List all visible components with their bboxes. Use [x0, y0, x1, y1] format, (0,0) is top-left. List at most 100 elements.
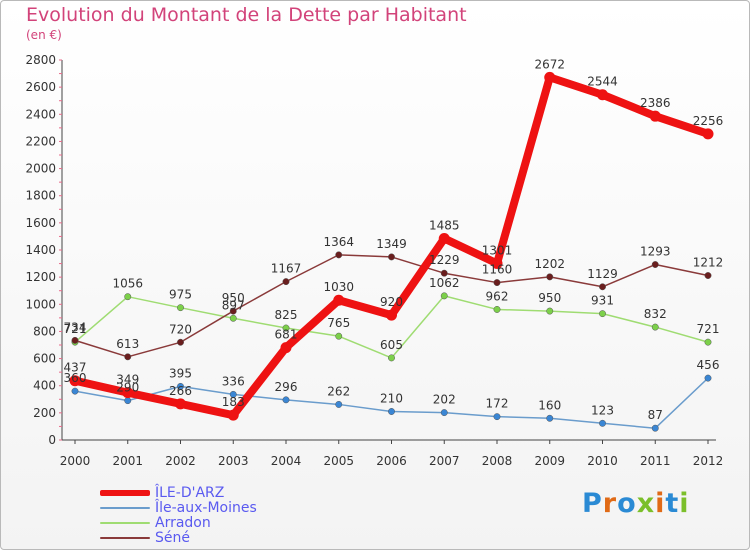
data-label-sene: 1293 [640, 245, 671, 259]
logo-letter: P [582, 488, 603, 519]
data-label-ile-aux-moines: 360 [64, 371, 87, 385]
chart-unit: (en €) [26, 28, 62, 42]
data-label-ile-d-arz: 437 [64, 361, 87, 375]
x-tick-label: 2012 [693, 454, 724, 468]
legend-swatch-ile-aux-moines [100, 507, 150, 509]
data-label-sene: 1349 [376, 237, 407, 251]
data-point-arradon [177, 304, 184, 312]
x-tick-label: 2005 [323, 454, 354, 468]
logo-letter: i [679, 488, 690, 519]
y-tick-label: 800 [33, 324, 56, 338]
y-tick-label: 400 [33, 379, 56, 393]
data-point-ile-aux-moines [651, 424, 659, 432]
legend-swatch-ile-d-arz [100, 490, 150, 496]
legend-label-sene: Séné [155, 530, 190, 546]
data-label-arradon: 832 [644, 307, 667, 321]
y-tick-label: 1200 [25, 270, 56, 284]
data-label-sene: 613 [116, 337, 139, 351]
x-tick-label: 2008 [482, 454, 513, 468]
data-point-arradon [546, 307, 554, 315]
data-label-ile-aux-moines: 160 [538, 398, 561, 412]
data-label-sene: 1129 [587, 267, 618, 281]
data-label-arradon: 721 [697, 322, 720, 336]
data-point-sene [124, 353, 132, 361]
data-point-ile-aux-moines [599, 419, 606, 427]
data-point-arradon [124, 293, 132, 301]
data-point-arradon [493, 305, 501, 313]
data-point-ile-aux-moines [704, 374, 712, 382]
data-point-arradon [282, 324, 290, 332]
data-label-ile-aux-moines: 456 [697, 358, 720, 372]
data-point-sene [440, 269, 448, 277]
x-tick-label: 2002 [165, 454, 196, 468]
data-point-ile-aux-moines [177, 382, 184, 390]
data-label-ile-d-arz: 1030 [323, 280, 354, 294]
data-point-arradon [335, 332, 343, 340]
x-tick-label: 2004 [271, 454, 302, 468]
data-label-ile-d-arz: 266 [169, 384, 192, 398]
y-tick-label: 600 [33, 352, 56, 366]
data-point-sene [71, 336, 79, 344]
data-point-ile-d-arz [597, 89, 608, 101]
logo-letter: x [636, 488, 656, 519]
data-point-ile-d-arz [333, 294, 345, 306]
data-point-arradon [440, 292, 448, 300]
data-label-arradon: 975 [169, 288, 192, 302]
x-tick-label: 2010 [587, 454, 618, 468]
y-tick-label: 1600 [25, 216, 56, 230]
data-label-ile-aux-moines: 172 [486, 397, 509, 411]
y-tick-label: 200 [33, 406, 56, 420]
y-tick-label: 2400 [25, 107, 56, 121]
data-label-ile-d-arz: 183 [222, 395, 245, 409]
data-point-ile-d-arz [175, 398, 186, 410]
data-label-arradon: 962 [486, 289, 509, 303]
data-label-ile-aux-moines: 87 [648, 408, 663, 422]
logo-letter: i [655, 488, 666, 519]
data-point-arradon [229, 314, 237, 322]
data-point-arradon [599, 310, 606, 318]
data-label-ile-aux-moines: 290 [116, 381, 139, 395]
data-label-ile-aux-moines: 202 [433, 393, 456, 407]
data-label-ile-aux-moines: 123 [591, 403, 614, 417]
data-label-sene: 950 [222, 291, 245, 305]
data-label-arradon: 825 [275, 308, 298, 322]
data-point-sene [177, 338, 184, 346]
data-point-ile-aux-moines [282, 396, 290, 404]
data-point-ile-aux-moines [546, 414, 554, 422]
x-tick-label: 2007 [429, 454, 460, 468]
x-tick-label: 2001 [112, 454, 143, 468]
chart-title: Evolution du Montant de la Dette par Hab… [26, 4, 467, 26]
data-point-ile-aux-moines [440, 409, 448, 417]
logo-letter: r [602, 488, 618, 519]
data-point-arradon [388, 354, 395, 362]
legend-label-ile-aux-moines: Île-aux-Moines [155, 500, 257, 516]
data-label-ile-aux-moines: 336 [222, 374, 245, 388]
data-label-arradon: 605 [380, 338, 403, 352]
data-label-sene: 720 [169, 322, 192, 336]
data-label-ile-aux-moines: 262 [327, 384, 350, 398]
data-label-ile-d-arz: 1301 [482, 243, 513, 257]
x-tick-label: 2003 [218, 454, 249, 468]
x-tick-label: 2011 [640, 454, 671, 468]
data-label-arradon: 950 [538, 291, 561, 305]
data-label-arradon: 1056 [112, 277, 143, 291]
y-tick-label: 1800 [25, 189, 56, 203]
x-tick-label: 2000 [60, 454, 91, 468]
data-point-sene [282, 278, 290, 286]
data-label-arradon: 765 [327, 316, 350, 330]
data-point-sene [704, 272, 712, 279]
y-tick-label: 1400 [25, 243, 56, 257]
data-label-arradon: 721 [64, 322, 87, 336]
y-tick-label: 2800 [25, 53, 56, 67]
data-label-ile-d-arz: 2386 [640, 96, 671, 110]
data-label-arradon: 1062 [429, 276, 460, 290]
data-label-ile-aux-moines: 210 [380, 392, 403, 406]
data-label-sene: 1167 [271, 262, 302, 276]
data-label-sene: 1202 [534, 257, 565, 271]
data-label-ile-d-arz: 1485 [429, 218, 460, 232]
data-label-arradon: 897 [222, 298, 245, 312]
data-point-sene [388, 253, 395, 261]
data-point-sene [229, 307, 237, 315]
